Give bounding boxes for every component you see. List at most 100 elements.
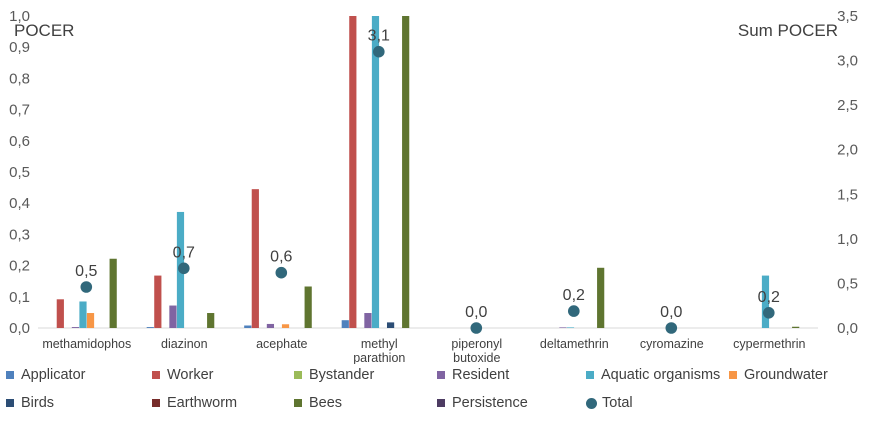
legend-item: Bystander [294,367,374,383]
legend-label: Bystander [309,367,375,383]
category-label: parathion [353,351,405,364]
y-tick-label: 0,6 [9,133,30,150]
bar-bees [402,16,410,328]
legend-label: Groundwater [744,367,828,383]
y-tick-label: 0,0 [9,320,30,337]
total-data-label: 0,0 [660,304,682,321]
bar-groundwater [86,313,95,328]
legend-label: Persistence [452,395,528,411]
total-point [178,262,190,275]
bar-resident [266,323,275,328]
legend-swatch [152,371,160,379]
legend-item: Groundwater [729,367,828,383]
legend-swatch [152,399,160,407]
y2-tick-label: 2,0 [837,142,858,159]
category-label: methyl [361,337,398,351]
category-label: methamidophos [42,337,131,351]
pocer-chart: POCER Sum POCER 0,0 0,1 0,2 0,3 0,4 0,5 0,6 0,7… [9,8,858,364]
legend-label: Birds [21,395,55,411]
legend-item: Resident [437,367,509,383]
y2-tick-label: 1,0 [837,231,858,248]
bar-applicator [341,320,349,328]
bar-aquatic-organisms [371,16,380,328]
bar-worker [349,16,357,328]
category-label: cyromazine [640,337,704,351]
total-point [470,322,483,334]
legend-item: Aquatic organisms [586,367,720,383]
bar-aquatic-organisms [761,275,770,328]
y-tick-label: 0,1 [9,289,30,306]
legend-item: Persistence [437,395,528,411]
category-label: diazinon [161,337,208,351]
category-label: cypermethrin [733,337,805,351]
legend-label: Bees [309,395,343,411]
legend-label: Total [602,395,633,411]
total-point [568,305,580,317]
legend-label: Applicator [21,367,86,383]
legend-label: Resident [452,367,510,383]
bar-birds [386,322,395,328]
y-axis-title: POCER [14,21,74,40]
bar-resident [71,327,80,328]
total-data-label: 3,1 [368,28,390,45]
y-tick-label: 0,4 [9,195,30,212]
total-data-label: 0,2 [758,289,780,306]
total-point [80,281,93,293]
bar-bees [597,267,605,328]
y2-tick-label: 2,5 [837,97,858,114]
total-point [373,45,385,58]
y2-tick-label: 3,5 [837,8,858,25]
legend-item: Earthworm [152,395,237,411]
bar-applicator [146,327,154,328]
bar-bees [304,286,312,328]
legend-item: Applicator [6,367,85,383]
legend-label: Aquatic organisms [601,367,721,383]
bar-aquatic-organisms [79,301,87,328]
legend-label: Worker [167,367,214,383]
total-data-label: 0,6 [270,249,292,266]
category-labels: methamidophos diazinon acephate methylparat… [42,337,805,364]
total-points [80,45,775,334]
bar-resident [364,313,372,328]
legend-swatch [586,397,597,409]
y-tick-label: 0,7 [9,102,30,119]
legend-swatch [6,371,14,379]
y2-tick-label: 1,5 [837,186,858,203]
y-tick-label: 1,0 [9,8,30,25]
bar-resident [169,305,177,328]
total-data-label: 0,5 [75,263,97,280]
y-tick-label: 0,9 [9,39,30,56]
bar-aquatic-organisms [566,327,575,328]
total-data-label: 0,7 [173,244,195,261]
total-point [665,322,678,334]
total-point [275,266,288,279]
y-tick-label: 0,3 [9,226,30,243]
y-tick-label: 0,5 [9,164,30,181]
legend-swatch [437,371,445,379]
bar-worker [56,299,64,328]
category-label: butoxide [453,351,500,364]
legend-swatch [294,371,302,379]
category-label: deltamethrin [540,337,609,351]
y-tick-label: 0,2 [9,258,30,275]
category-label: acephate [256,337,307,351]
y2-tick-label: 0,0 [837,320,858,337]
legend-item: Birds [6,395,54,411]
total-data-label: 0,0 [465,304,487,321]
total-data-labels: 0,5 0,7 0,6 3,1 0,0 0,2 0,0 0,2 [75,28,780,321]
bar-groundwater [281,324,290,328]
legend-swatch [6,399,14,407]
y2-axis-title: Sum POCER [738,21,838,40]
legend-item: Bees [294,395,342,411]
bar-applicator [244,325,252,328]
bar-bees [207,313,215,328]
total-data-label: 0,2 [563,287,585,304]
y2-tick-label: 0,5 [837,275,858,292]
y-tick-label: 0,8 [9,70,30,87]
legend: Applicator Worker Bystander Resident Aquatic… [0,364,870,424]
legend-swatch [586,371,594,379]
bar-bees [792,326,800,328]
legend-swatch [294,399,302,407]
y2-tick-label: 3,0 [837,53,858,70]
y-axis-ticks: 0,0 0,1 0,2 0,3 0,4 0,5 0,6 0,7 0,8 0,9 1,0 [9,8,30,337]
